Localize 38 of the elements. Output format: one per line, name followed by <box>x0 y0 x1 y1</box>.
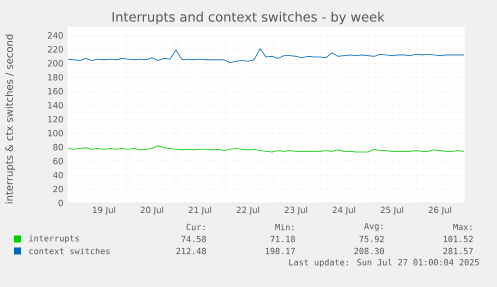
text: 281.57 <box>443 248 473 254</box>
y-tick-label: 200 <box>48 60 63 67</box>
y-tick-label: 20 <box>53 186 63 192</box>
text: Max: <box>453 224 472 230</box>
y-tick-label: 140 <box>48 102 63 108</box>
y-tick-label: 0 <box>58 200 63 206</box>
text: Min: <box>275 224 294 230</box>
text: 212.48 <box>176 248 206 254</box>
text: 208.30 <box>354 248 384 254</box>
text: 75.92 <box>359 236 384 242</box>
y-tick-label: 100 <box>48 130 63 136</box>
y-tick-label: 80 <box>53 144 63 150</box>
x-tick-label: 19 Jul <box>93 206 116 215</box>
text: Avg: <box>364 222 382 232</box>
chart-title: Interrupts and context switches - by week <box>112 12 385 24</box>
y-tick-label: 180 <box>48 74 63 80</box>
x-tick-label: 21 Jul <box>188 206 212 215</box>
x-tick-label: 26 Jul <box>428 206 452 215</box>
y-axis-title: interrupts & ctx switches / second <box>5 34 15 204</box>
y-tick-label: 240 <box>48 32 63 39</box>
x-tick-label: 24 Jul <box>332 206 356 215</box>
x-tick-label: 20 Jul <box>140 206 164 215</box>
y-tick-label: 40 <box>53 172 63 178</box>
text: Last update: Sun Jul 27 01:00:04 2025 <box>289 258 479 268</box>
y-tick-label: 220 <box>48 46 63 53</box>
y-tick-label: 120 <box>48 116 63 122</box>
legend-label: interrupts <box>29 234 79 244</box>
text: 101.52 <box>444 236 473 242</box>
text: 71.18 <box>270 236 295 242</box>
y-tick-label: 160 <box>48 88 63 94</box>
x-tick-label: 23 Jul <box>284 206 308 215</box>
legend-label: context switches <box>29 248 110 254</box>
text: Cur: <box>186 224 204 230</box>
y-tick-label: 60 <box>53 158 63 164</box>
text: 198.17 <box>266 248 295 254</box>
x-tick-label: 25 Jul <box>380 206 404 215</box>
text: 74.58 <box>181 236 206 242</box>
x-tick-label: 22 Jul <box>236 206 260 215</box>
